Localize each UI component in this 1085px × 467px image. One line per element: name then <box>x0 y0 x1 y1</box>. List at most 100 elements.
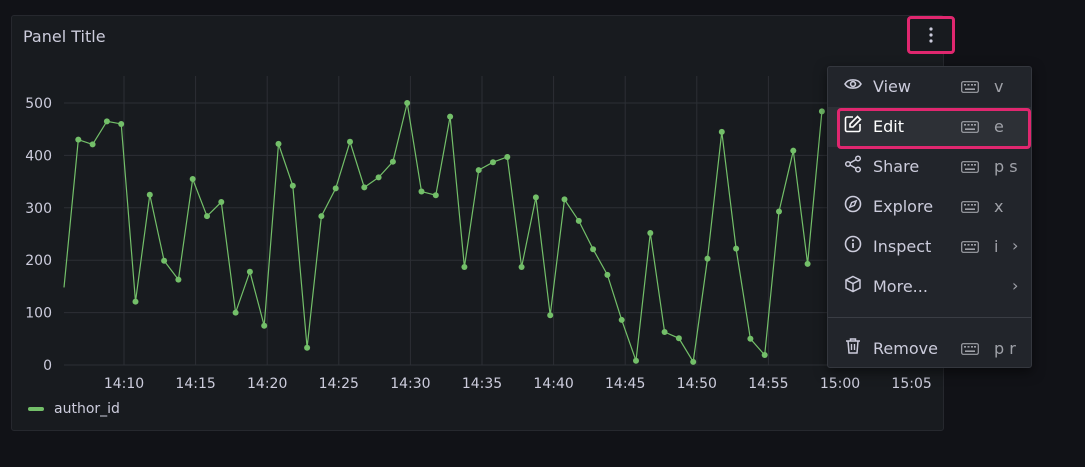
chevron-right-icon: › <box>1012 236 1019 255</box>
data-point <box>75 136 82 143</box>
keyboard-icon <box>961 343 979 355</box>
series-line-author-id <box>63 102 823 364</box>
data-point <box>246 268 253 275</box>
data-point <box>361 184 368 191</box>
menu-item-shortcut: p r <box>994 339 1016 358</box>
data-point <box>547 312 554 319</box>
menu-item-edit[interactable]: Edit e <box>828 107 1031 147</box>
data-point <box>261 322 268 329</box>
keyboard-icon <box>961 161 979 173</box>
data-point <box>790 147 797 154</box>
data-point <box>275 140 282 147</box>
panel-menu: View v Edit e Share <box>827 66 1032 368</box>
data-point <box>332 185 339 192</box>
menu-item-label: Edit <box>873 117 904 136</box>
data-point <box>404 100 411 106</box>
data-point <box>604 271 611 278</box>
x-tick-label: 14:45 <box>605 376 645 392</box>
chart-grid <box>64 76 945 366</box>
compass-icon <box>844 195 862 213</box>
share-icon <box>844 155 862 173</box>
y-axis-ticks: 0 100 200 300 400 500 <box>25 96 52 374</box>
menu-item-view[interactable]: View v <box>828 67 1031 107</box>
y-tick-label: 100 <box>25 306 52 322</box>
data-point <box>418 188 425 195</box>
keyboard-icon <box>961 81 979 93</box>
menu-item-shortcut: i <box>994 237 999 256</box>
x-tick-label: 15:00 <box>820 376 860 392</box>
menu-item-shortcut: e <box>994 117 1004 136</box>
chevron-right-icon: › <box>1012 276 1019 295</box>
data-point <box>733 245 740 252</box>
data-point <box>447 113 454 120</box>
x-tick-label: 14:20 <box>247 376 287 392</box>
x-tick-label: 14:30 <box>390 376 430 392</box>
data-point <box>475 167 482 174</box>
data-point <box>118 120 125 127</box>
keyboard-icon <box>961 241 979 253</box>
menu-item-remove[interactable]: Remove p r <box>828 329 1031 369</box>
x-tick-label: 14:15 <box>175 376 215 392</box>
data-point <box>661 328 668 335</box>
data-point <box>561 196 568 203</box>
x-tick-label: 14:35 <box>462 376 502 392</box>
data-point <box>318 213 325 220</box>
data-point <box>218 199 225 206</box>
y-tick-label: 500 <box>25 96 52 112</box>
y-tick-label: 300 <box>25 201 52 217</box>
x-axis-ticks: 14:10 14:15 14:20 14:25 14:30 14:35 14:40 14:45… <box>104 376 932 392</box>
data-point <box>132 298 139 305</box>
data-point <box>718 128 725 135</box>
edit-highlight-box <box>837 108 1031 149</box>
legend-label: author_id <box>54 401 120 417</box>
data-point <box>204 213 210 220</box>
data-point <box>618 316 625 323</box>
data-point <box>704 255 711 262</box>
x-tick-label: 14:40 <box>533 376 573 392</box>
data-point <box>175 276 182 283</box>
data-point <box>232 309 239 316</box>
menu-item-label: Share <box>873 157 920 176</box>
cube-icon <box>845 275 861 293</box>
y-tick-label: 0 <box>43 358 52 374</box>
menu-item-shortcut: v <box>994 77 1004 96</box>
data-point <box>146 191 153 198</box>
data-point <box>633 357 639 364</box>
eye-icon <box>844 79 862 89</box>
menu-item-share[interactable]: Share p s <box>828 147 1031 187</box>
data-point <box>347 138 353 145</box>
data-point <box>461 264 468 271</box>
info-circle-icon <box>844 235 862 253</box>
data-point <box>103 118 110 125</box>
keyboard-icon <box>961 121 979 133</box>
panel-title: Panel Title <box>23 27 106 46</box>
data-point <box>518 264 525 271</box>
panel: Panel Title 0 100 200 300 400 500 14:10 14:15 1… <box>11 15 945 431</box>
menu-item-inspect[interactable]: Inspect i › <box>828 227 1031 267</box>
y-tick-label: 400 <box>25 148 52 164</box>
panel-menu-button[interactable] <box>907 16 955 54</box>
data-point <box>490 159 496 166</box>
menu-item-label: Inspect <box>873 237 932 256</box>
menu-item-explore[interactable]: Explore x <box>828 187 1031 227</box>
x-tick-label: 15:05 <box>891 376 931 392</box>
data-point <box>189 175 196 182</box>
series-points <box>75 100 825 365</box>
data-point <box>532 194 539 201</box>
legend[interactable]: author_id <box>28 401 120 417</box>
data-point <box>389 158 396 165</box>
keyboard-icon <box>961 201 979 213</box>
data-point <box>747 335 754 342</box>
menu-item-more[interactable]: More... › <box>828 267 1031 307</box>
legend-swatch <box>28 407 44 411</box>
menu-item-label: Remove <box>873 339 938 358</box>
data-point <box>776 208 782 215</box>
x-tick-label: 14:55 <box>748 376 788 392</box>
trash-icon <box>846 338 860 354</box>
data-point <box>375 174 382 181</box>
data-point <box>161 257 168 264</box>
x-tick-label: 14:25 <box>319 376 359 392</box>
data-point <box>818 108 825 115</box>
data-point <box>804 260 811 267</box>
x-tick-label: 14:50 <box>677 376 717 392</box>
